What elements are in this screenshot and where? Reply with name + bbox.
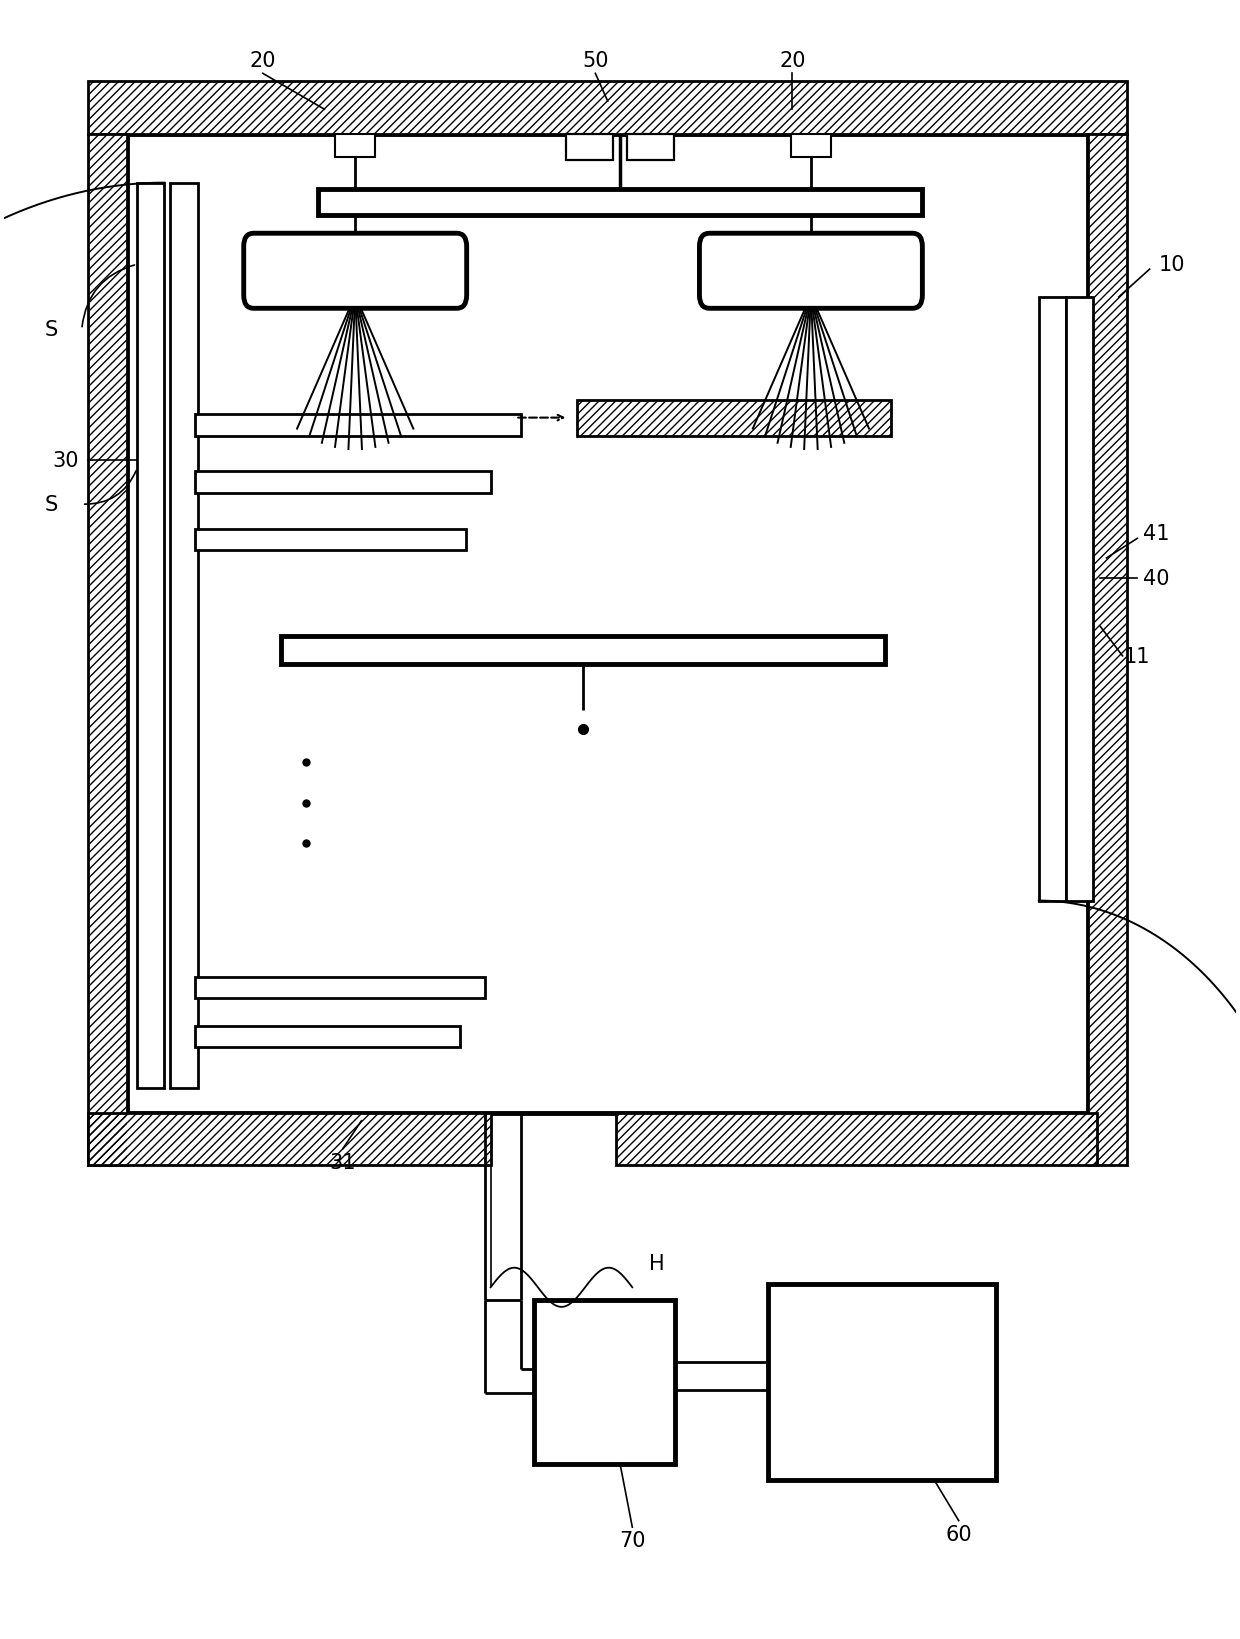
Text: 70: 70 xyxy=(619,1531,646,1550)
Bar xyxy=(1087,134,1127,1165)
Text: 11: 11 xyxy=(1123,646,1151,667)
Bar xyxy=(128,134,1087,1113)
Bar xyxy=(88,134,128,1165)
Text: S: S xyxy=(45,495,57,515)
Text: 30: 30 xyxy=(52,451,79,470)
Bar xyxy=(336,134,374,157)
Text: 41: 41 xyxy=(1142,524,1169,544)
Text: 20: 20 xyxy=(779,51,806,70)
Bar xyxy=(533,1301,676,1464)
Bar xyxy=(138,184,164,1088)
Text: 10: 10 xyxy=(1158,256,1185,275)
FancyBboxPatch shape xyxy=(699,234,923,310)
Bar xyxy=(616,1113,1096,1165)
Bar xyxy=(88,1113,491,1165)
Text: 31: 31 xyxy=(330,1152,356,1172)
Bar xyxy=(1066,298,1092,901)
Bar xyxy=(768,1285,996,1480)
Bar xyxy=(88,134,128,1165)
FancyBboxPatch shape xyxy=(244,234,466,310)
Bar xyxy=(281,638,885,664)
Bar xyxy=(195,415,522,436)
Bar xyxy=(577,400,892,436)
Bar xyxy=(627,134,675,161)
Bar xyxy=(170,184,197,1088)
Bar xyxy=(88,1113,491,1165)
Bar xyxy=(88,82,1127,134)
Bar xyxy=(565,134,613,161)
Bar xyxy=(577,400,892,436)
Text: 60: 60 xyxy=(945,1524,972,1544)
Text: 20: 20 xyxy=(249,51,277,70)
Bar xyxy=(319,190,921,216)
Text: S: S xyxy=(45,320,57,341)
Bar xyxy=(791,134,831,157)
Text: 40: 40 xyxy=(1142,569,1169,588)
Bar xyxy=(195,529,466,551)
Text: 50: 50 xyxy=(582,51,609,70)
Bar xyxy=(195,472,491,493)
Text: H: H xyxy=(649,1254,665,1274)
Bar xyxy=(1087,134,1127,1165)
Bar xyxy=(88,82,1127,134)
Bar xyxy=(195,1026,460,1047)
Bar xyxy=(1039,298,1066,901)
Bar xyxy=(616,1113,1096,1165)
Bar xyxy=(195,978,485,998)
